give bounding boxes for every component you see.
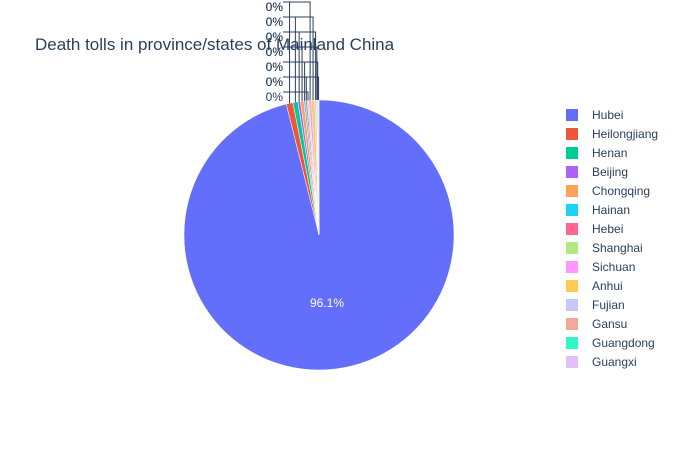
legend-item-guangxi[interactable]: Guangxi — [566, 355, 637, 369]
pie-labels: 96.1%0%0%0%0%0%0%0%0%0%0%0%0%0% — [266, 0, 345, 310]
legend-item-chongqing[interactable]: Chongqing — [566, 184, 650, 198]
legend-swatch — [566, 166, 578, 178]
legend-label: Hebei — [592, 222, 623, 236]
legend-label: Anhui — [592, 279, 623, 293]
legend-item-henan[interactable]: Henan — [566, 146, 627, 160]
legend-swatch — [566, 109, 578, 121]
legend-swatch — [566, 242, 578, 254]
legend-swatch — [566, 261, 578, 273]
pie-slices — [183, 99, 455, 371]
legend-label: Beijing — [592, 165, 628, 179]
legend-item-shanghai[interactable]: Shanghai — [566, 241, 643, 255]
data-label-guangxi: 0% — [266, 75, 284, 89]
data-label-gansu: 0% — [266, 45, 284, 59]
data-label-henan: 0% — [266, 15, 284, 29]
data-label-hainan: 0% — [266, 60, 284, 74]
leader-line-gansu — [283, 46, 318, 101]
legend-item-sichuan[interactable]: Sichuan — [566, 260, 635, 274]
legend-item-hubei[interactable]: Hubei — [566, 108, 623, 122]
leader-line-anhui — [283, 16, 314, 101]
legend-label: Shanghai — [592, 241, 643, 255]
legend-label: Guangxi — [592, 355, 637, 369]
legend-label: Heilongjiang — [592, 127, 658, 141]
legend: Hubei Heilongjiang Henan Beijing Chongqing Ha… — [566, 108, 658, 369]
legend-label: Henan — [592, 146, 627, 160]
legend-item-guangdong[interactable]: Guangdong — [566, 336, 655, 350]
data-label-chongqing: 0% — [266, 45, 284, 59]
legend-label: Hainan — [592, 203, 630, 217]
leader-line-shanghai — [283, 91, 309, 101]
leader-line-hainan — [283, 61, 306, 101]
data-label-hebei: 0% — [266, 75, 284, 89]
legend-swatch — [566, 223, 578, 235]
legend-swatch — [566, 337, 578, 349]
data-label-beijing: 0% — [266, 30, 284, 44]
legend-label: Gansu — [592, 317, 627, 331]
leader-line-guangxi — [283, 76, 320, 101]
legend-label: Hubei — [592, 108, 623, 122]
legend-label: Guangdong — [592, 336, 655, 350]
data-label-anhui: 0% — [266, 15, 284, 29]
legend-swatch — [566, 128, 578, 140]
legend-item-hainan[interactable]: Hainan — [566, 203, 630, 217]
leader-line-sichuan — [283, 1, 311, 101]
legend-item-hebei[interactable]: Hebei — [566, 222, 623, 236]
data-label-heilongjiang: 0% — [266, 0, 284, 14]
legend-swatch — [566, 318, 578, 330]
legend-item-heilongjiang[interactable]: Heilongjiang — [566, 127, 658, 141]
legend-label: Sichuan — [592, 260, 635, 274]
leader-line-hebei — [283, 76, 307, 101]
legend-label: Fujian — [592, 298, 625, 312]
data-label-hubei: 96.1% — [310, 296, 344, 310]
legend-swatch — [566, 356, 578, 368]
legend-item-fujian[interactable]: Fujian — [566, 298, 625, 312]
legend-item-beijing[interactable]: Beijing — [566, 165, 628, 179]
chart-title: Death tolls in province/states of Mainla… — [35, 35, 395, 54]
data-label-guangdong: 0% — [266, 60, 284, 74]
legend-swatch — [566, 147, 578, 159]
legend-item-gansu[interactable]: Gansu — [566, 317, 627, 331]
legend-label: Chongqing — [592, 184, 650, 198]
legend-item-anhui[interactable]: Anhui — [566, 279, 623, 293]
legend-swatch — [566, 299, 578, 311]
legend-swatch — [566, 204, 578, 216]
data-label-fujian: 0% — [266, 30, 284, 44]
legend-swatch — [566, 185, 578, 197]
data-label-sichuan: 0% — [266, 0, 284, 14]
data-label-shanghai: 0% — [266, 90, 284, 104]
leader-line-guangdong — [283, 61, 319, 101]
legend-swatch — [566, 280, 578, 292]
